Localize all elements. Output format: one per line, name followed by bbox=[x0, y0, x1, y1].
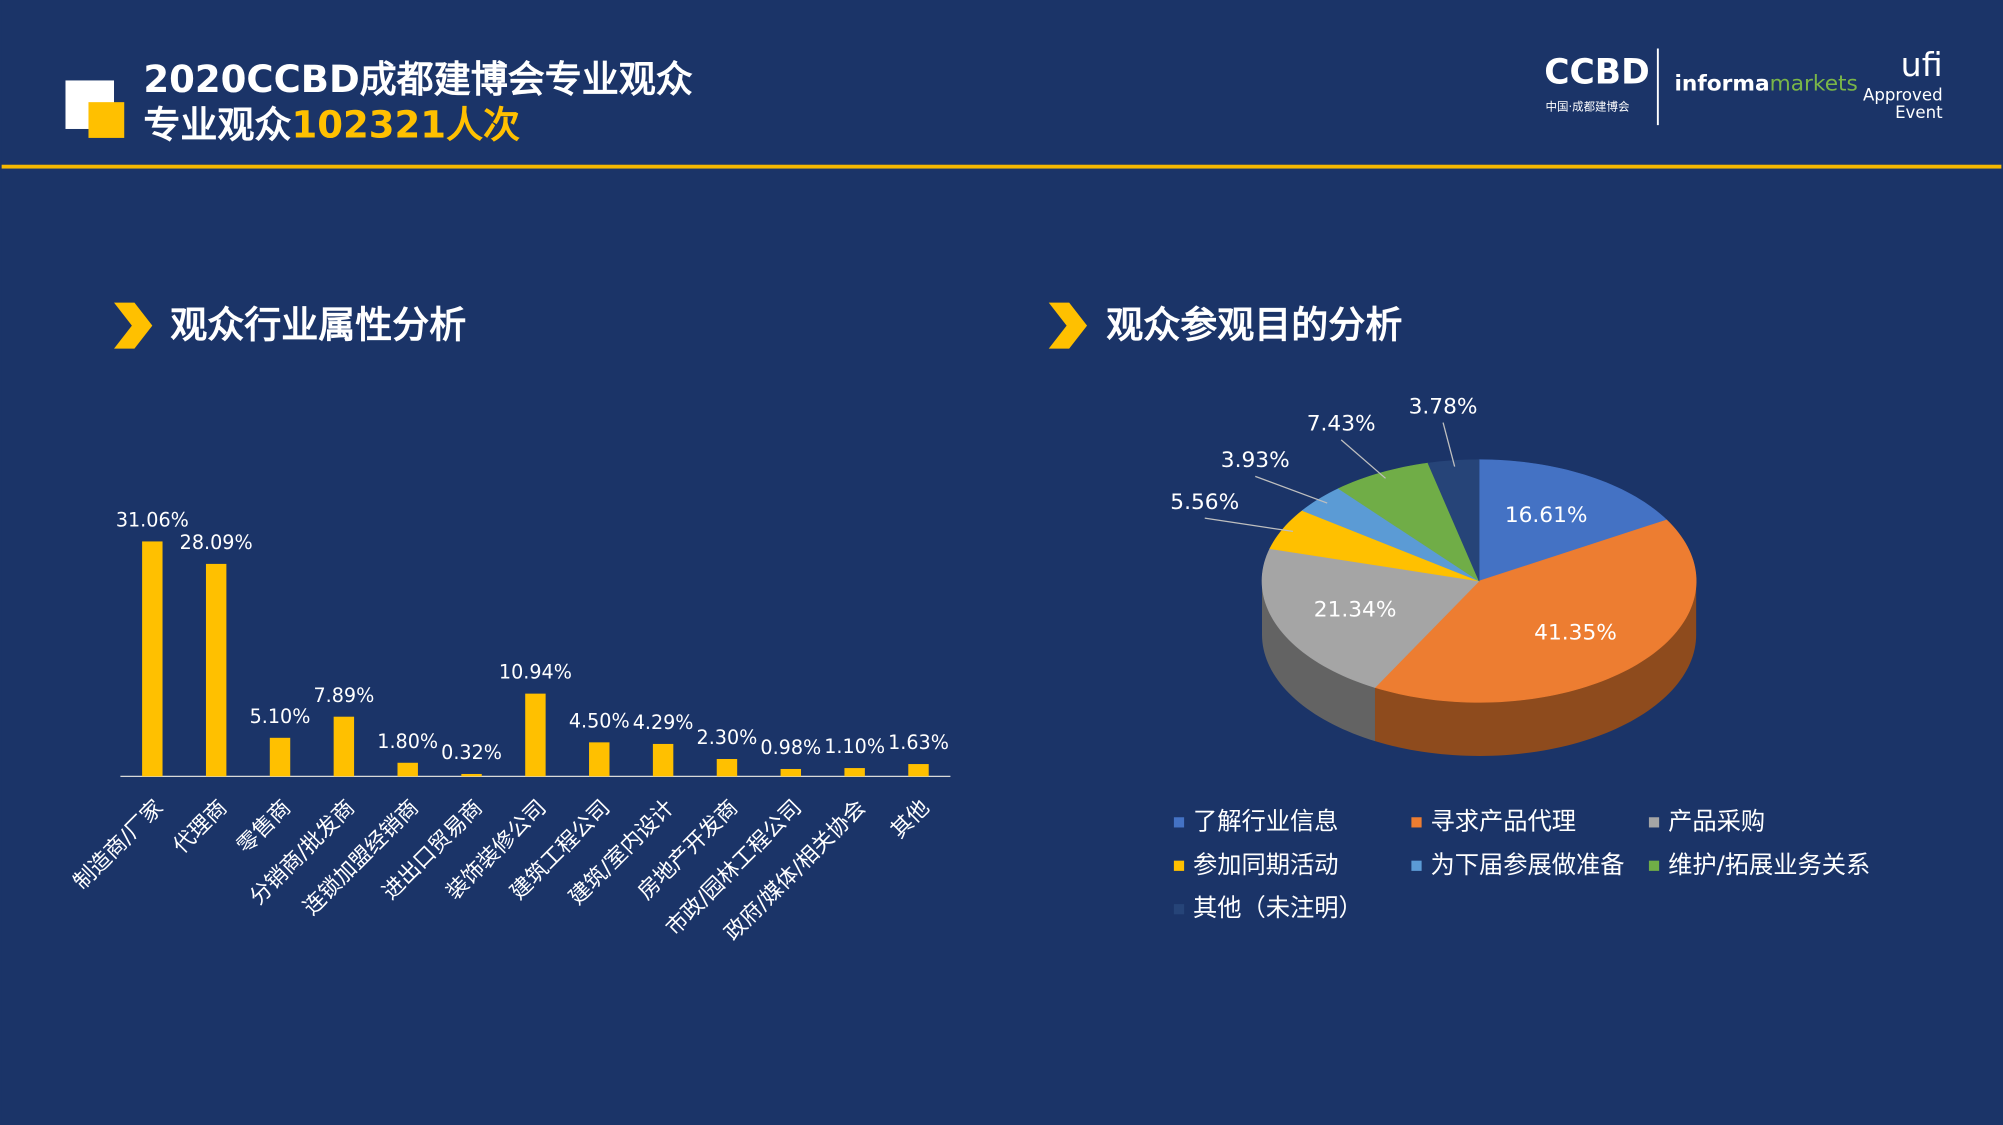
leader-line bbox=[1442, 422, 1456, 467]
data-label: 2.30% bbox=[697, 726, 758, 749]
data-label: 1.10% bbox=[824, 735, 885, 758]
logo-ccbd: CCBD bbox=[1544, 53, 1649, 93]
pie-slice bbox=[1374, 519, 1697, 703]
legend-swatch bbox=[1411, 860, 1422, 871]
chart-title: 观众行业属性分析 bbox=[170, 303, 466, 346]
leader-line bbox=[1204, 517, 1294, 533]
logo-event: Event bbox=[1895, 103, 1943, 122]
logo-markets-word: markets bbox=[1770, 71, 1858, 96]
bar bbox=[844, 768, 865, 777]
data-label: 3.78% bbox=[1409, 394, 1478, 419]
pie-slice bbox=[1301, 488, 1480, 582]
logo-informa: informamarkets bbox=[1674, 71, 1857, 96]
pie-side bbox=[1261, 581, 1375, 742]
data-label: 0.98% bbox=[760, 736, 821, 759]
pie-slice bbox=[1261, 548, 1480, 688]
data-label: 4.50% bbox=[569, 709, 630, 732]
pie-slice bbox=[1337, 462, 1480, 582]
bar bbox=[652, 743, 674, 777]
legend-label: 其他（未注明） bbox=[1193, 893, 1363, 922]
logo-informa-word: informa bbox=[1674, 71, 1769, 96]
data-label: 16.61% bbox=[1505, 503, 1588, 528]
bar bbox=[205, 563, 227, 777]
pie-slice bbox=[1269, 510, 1480, 582]
legend-swatch bbox=[1648, 860, 1660, 871]
pie-slice bbox=[1478, 459, 1668, 582]
leader-line bbox=[1340, 439, 1386, 479]
data-label: 5.56% bbox=[1170, 490, 1239, 515]
header-rule bbox=[1, 164, 2002, 169]
bar bbox=[461, 773, 482, 777]
legend-swatch bbox=[1648, 817, 1660, 828]
bar bbox=[589, 742, 610, 777]
slide-title: 2020CCBD成都建博会专业观众 bbox=[143, 58, 692, 101]
chart-title: 观众参观目的分析 bbox=[1106, 303, 1402, 346]
bar bbox=[397, 762, 418, 777]
bar bbox=[908, 764, 929, 777]
data-label: 21.34% bbox=[1314, 597, 1397, 622]
bar bbox=[333, 716, 355, 777]
leader-line bbox=[1255, 475, 1328, 504]
data-label: 4.29% bbox=[633, 711, 694, 734]
legend-label: 维护/拓展业务关系 bbox=[1668, 850, 1870, 879]
bar bbox=[269, 737, 291, 777]
legend-label: 产品采购 bbox=[1668, 806, 1765, 835]
legend-swatch bbox=[1173, 860, 1185, 871]
legend-swatch bbox=[1411, 817, 1422, 828]
logo-approved: Approved bbox=[1863, 85, 1943, 104]
legend-swatch bbox=[1173, 904, 1185, 915]
slide-subtitle: 专业观众102321人次 bbox=[143, 103, 520, 146]
bar bbox=[525, 693, 546, 777]
logo-ccbd-sub: 中国·成都建博会 bbox=[1545, 100, 1630, 114]
deco-square bbox=[88, 102, 125, 138]
data-label: 0.32% bbox=[441, 741, 502, 764]
legend-swatch bbox=[1173, 817, 1185, 828]
subtitle-highlight: 102321人次 bbox=[291, 103, 520, 146]
bar bbox=[142, 541, 163, 777]
data-label: 31.06% bbox=[116, 508, 189, 531]
section-chevron bbox=[114, 302, 153, 349]
data-label: 28.09% bbox=[180, 531, 253, 554]
data-label: 7.43% bbox=[1307, 412, 1376, 437]
data-label: 7.89% bbox=[313, 684, 374, 707]
section-chevron bbox=[1048, 302, 1088, 349]
data-label: 3.93% bbox=[1221, 448, 1290, 473]
bar bbox=[780, 768, 802, 777]
data-label: 10.94% bbox=[499, 661, 572, 684]
data-label: 41.35% bbox=[1534, 620, 1617, 645]
logo-ufi: ufi bbox=[1901, 45, 1943, 84]
data-label: 1.80% bbox=[377, 730, 438, 753]
pie-side bbox=[1374, 581, 1697, 756]
legend-label: 寻求产品代理 bbox=[1431, 806, 1577, 835]
subtitle-prefix: 专业观众 bbox=[143, 103, 291, 146]
legend-label: 参加同期活动 bbox=[1193, 850, 1339, 879]
data-label: 5.10% bbox=[250, 705, 311, 728]
legend-label: 为下届参展做准备 bbox=[1431, 850, 1625, 879]
bar bbox=[716, 758, 738, 777]
data-label: 1.63% bbox=[888, 731, 949, 754]
legend-label: 了解行业信息 bbox=[1193, 806, 1339, 835]
